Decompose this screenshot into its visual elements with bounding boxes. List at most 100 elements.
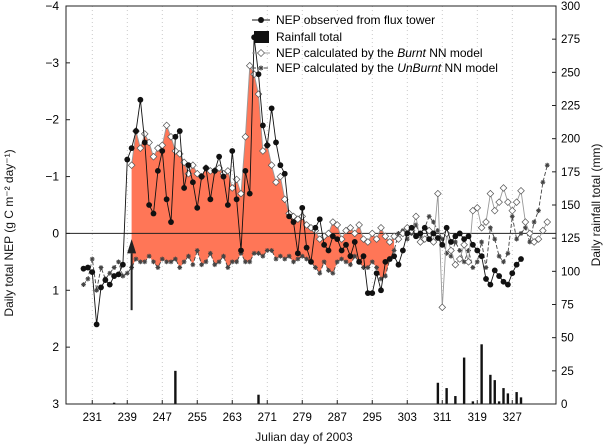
observed-point (246, 190, 253, 197)
burnt-nn-point (346, 223, 355, 232)
burnt-nn-point (294, 215, 302, 224)
burnt-nn-point (490, 206, 499, 215)
observed-point (483, 276, 489, 282)
x-tick-label-287: 287 (328, 412, 347, 424)
observed-point (509, 270, 516, 277)
burnt-nn-point (543, 218, 552, 226)
observed-point (395, 261, 402, 268)
observed-point (203, 165, 209, 171)
observed-point (198, 173, 205, 180)
unburnt-nn-point (431, 219, 436, 225)
burnt-nn-point (342, 226, 350, 235)
burnt-nn-point (530, 238, 538, 246)
axes: 231 239 247 255 263 271 279 287 295 303 311 319 327−… (45, 0, 580, 424)
burnt-nn-point (447, 246, 455, 255)
legend-text-suffix: NN model (441, 61, 498, 75)
burnt-nn-point (224, 167, 232, 175)
observed-point (216, 153, 223, 160)
rain-bar-324 (497, 401, 501, 404)
unburnt-nn-point (242, 259, 248, 265)
observed-point (329, 233, 336, 240)
legend-label-2: NEP calculated by the Burnt NN model (276, 46, 483, 60)
unburnt-nn-point (509, 213, 515, 219)
unburnt-nn-point (435, 228, 441, 233)
series-line-2 (83, 165, 548, 291)
y-right-tick-label: 125 (561, 233, 580, 245)
observed-point (439, 241, 446, 248)
burnt-nn-point (460, 241, 468, 249)
unburnt-nn-point (501, 259, 506, 265)
unburnt-nn-point (396, 231, 401, 236)
unburnt-nn-point (339, 256, 345, 262)
unburnt-nn-point (492, 236, 498, 242)
observed-point (518, 256, 524, 262)
observed-point (399, 247, 406, 254)
observed-point (119, 261, 126, 268)
unburnt-nn-point (483, 265, 489, 270)
observed-point (98, 284, 104, 291)
observed-point (238, 247, 244, 254)
unburnt-nn-point (536, 208, 541, 214)
burnt-nn-point (245, 61, 254, 70)
observed-point (163, 196, 170, 203)
y-right-tick-label: 150 (561, 200, 580, 212)
observed-point (487, 281, 494, 288)
unburnt-nn-point (142, 259, 148, 265)
rain-bar-269 (257, 394, 260, 404)
burnt-nn-point (495, 198, 503, 206)
burnt-nn-point (486, 189, 495, 198)
unburnt-nn-point (466, 248, 471, 253)
y-right-tick-label: 300 (561, 1, 580, 13)
observed-point (264, 142, 271, 149)
unburnt-nn-point (457, 248, 463, 253)
rain-bar-329 (519, 397, 523, 404)
observed-point (168, 219, 174, 225)
unburnt-nn-point (496, 253, 502, 259)
observed-point (443, 224, 450, 231)
unburnt-nn-point (382, 273, 388, 279)
unburnt-nn-point (137, 259, 143, 265)
unburnt-nn-point (452, 239, 458, 245)
observed-point (176, 128, 183, 134)
burnt-nn-point (385, 238, 394, 246)
burnt-nn-point (517, 186, 525, 195)
observed-point (426, 236, 433, 243)
unburnt-nn-point (527, 239, 533, 245)
observed-point (273, 139, 279, 146)
observed-point (308, 258, 314, 265)
observed-point (93, 321, 100, 328)
y-left-tick-label: 0 (52, 226, 59, 240)
observed-point (408, 224, 415, 231)
observed-point (106, 281, 113, 288)
unburnt-nn-point (369, 259, 375, 265)
burnt-nn-point (521, 218, 530, 226)
unburnt-nn-point (514, 236, 520, 242)
unburnt-nn-point (216, 259, 222, 265)
observed-point (448, 239, 454, 245)
unburnt-nn-point (299, 253, 305, 259)
observed-point (124, 156, 131, 163)
rain-bar-316 (462, 357, 466, 404)
x-axis-label: Julian day of 2003 (255, 430, 353, 444)
burnt-nn-point (473, 204, 482, 212)
burnt-nn-point (259, 147, 267, 155)
x-tick-label-295: 295 (363, 412, 382, 424)
unburnt-nn-point (247, 259, 253, 265)
burnt-nn-point (508, 206, 517, 215)
rain-bar-323 (493, 380, 496, 404)
observed-point (211, 167, 218, 174)
observed-point (378, 287, 384, 294)
observed-point (364, 290, 371, 297)
observed-point (430, 230, 437, 237)
unburnt-nn-point (474, 259, 480, 265)
unburnt-nn-point (378, 276, 384, 282)
y-right-tick-label: 175 (561, 167, 580, 179)
burnt-nn-point (315, 235, 324, 243)
legend-label-0: NEP observed from flux tower (276, 13, 435, 27)
burnt-nn-point (298, 212, 307, 221)
unburnt-nn-point (317, 270, 323, 276)
unburnt-nn-point (94, 287, 100, 293)
y-right-tick-label: 100 (561, 266, 580, 278)
unburnt-nn-point (286, 253, 292, 259)
observed-point (504, 281, 511, 288)
